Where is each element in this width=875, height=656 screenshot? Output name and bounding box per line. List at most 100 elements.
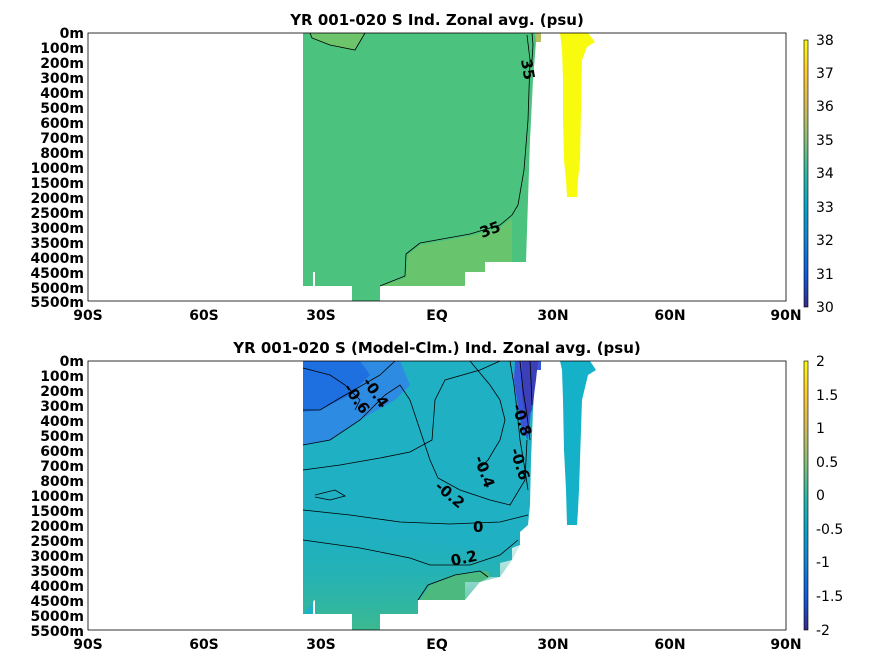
contours — [302, 360, 533, 601]
field-deep — [303, 525, 520, 630]
y-tick-label: 700m — [40, 459, 84, 475]
y-tick-label: 4000m — [30, 251, 84, 267]
x-tick-label: 60S — [189, 308, 219, 324]
contour-line — [303, 360, 396, 411]
x-tick-label: 90N — [770, 308, 801, 324]
y-tick-label: 3000m — [30, 549, 84, 565]
contour-label: 35 — [517, 58, 538, 82]
contour-line — [302, 360, 501, 471]
y-tick-label: 1500m — [30, 176, 84, 192]
y-axis: 0m 100m 200m 300m 400m 500m 600m 700m 80… — [30, 354, 84, 640]
field-deep — [380, 218, 512, 286]
contour-line — [302, 384, 528, 506]
y-tick-label: 100m — [40, 41, 84, 57]
axes-frame — [87, 360, 787, 631]
y-tick-label: 5500m — [30, 624, 84, 640]
panel-salinity: YR 001-020 S Ind. Zonal avg. (psu) 35 35… — [30, 11, 833, 324]
colorbar-tick: 30 — [816, 300, 834, 316]
y-tick-label: 2000m — [30, 191, 84, 207]
y-tick-label: 300m — [40, 71, 84, 87]
colorbar-gradient — [803, 39, 809, 308]
field-northern-basin — [560, 33, 595, 197]
x-tick-label: 90N — [770, 637, 801, 653]
colorbar-tick: 1 — [816, 421, 825, 437]
y-tick-label: 200m — [40, 384, 84, 400]
y-tick-label: 3500m — [30, 236, 84, 252]
contour-line — [302, 367, 361, 411]
y-tick-label: 2500m — [30, 534, 84, 550]
y-tick-label: 5000m — [30, 609, 84, 625]
x-tick-label: 30N — [537, 637, 568, 653]
y-tick-label: 5000m — [30, 281, 84, 297]
y-axis: 0m 100m 200m 300m 400m 500m 600m 700m 80… — [30, 26, 84, 311]
y-tick-label: 500m — [40, 429, 84, 445]
colorbar-tick: -0.5 — [816, 522, 843, 538]
x-axis: 90S 60S 30S EQ 30N 60N 90N — [73, 637, 801, 653]
contour-line — [509, 360, 529, 491]
contour-label: 0 — [473, 518, 483, 536]
colorbar-tick: 33 — [816, 200, 834, 216]
y-tick-label: 700m — [40, 131, 84, 147]
y-tick-label: 3500m — [30, 564, 84, 580]
contour-line — [314, 489, 347, 501]
y-tick-label: 0m — [60, 354, 84, 370]
colorbar-tick: 34 — [816, 166, 834, 182]
colorbar-tick: -1 — [816, 555, 830, 571]
y-tick-label: 3000m — [30, 221, 84, 237]
x-tick-label: EQ — [426, 308, 448, 324]
contour-line — [519, 360, 531, 441]
x-tick-label: 60N — [654, 637, 685, 653]
y-tick-label: 4000m — [30, 579, 84, 595]
y-tick-label: 200m — [40, 56, 84, 72]
y-tick-label: 600m — [40, 444, 84, 460]
colorbar-gradient — [803, 360, 809, 631]
colorbar-tick: -1.5 — [816, 589, 843, 605]
axes-frame — [87, 32, 787, 302]
panel-salinity-anomaly: YR 001-020 S (Model-Clm.) Ind. Zonal avg… — [30, 339, 843, 653]
contour-line — [309, 32, 366, 51]
panel-title: YR 001-020 S (Model-Clm.) Ind. Zonal avg… — [232, 339, 641, 357]
field-negative-north-core — [522, 361, 538, 420]
y-tick-label: 500m — [40, 101, 84, 117]
x-tick-label: 30S — [306, 308, 336, 324]
colorbar-tick: 1.5 — [816, 388, 838, 404]
x-tick-label: 90S — [73, 308, 103, 324]
y-tick-label: 400m — [40, 414, 84, 430]
y-tick-label: 1000m — [30, 161, 84, 177]
contour-line — [469, 360, 506, 471]
contour-line — [529, 360, 533, 406]
contour-line — [379, 34, 531, 287]
panel-title: YR 001-020 S Ind. Zonal avg. (psu) — [289, 11, 584, 29]
x-tick-label: 90S — [73, 637, 103, 653]
x-tick-label: 60N — [654, 308, 685, 324]
x-tick-label: 30S — [306, 637, 336, 653]
colorbar-tick: 31 — [816, 267, 834, 283]
colorbar-tick: -2 — [816, 623, 830, 639]
y-tick-label: 800m — [40, 474, 84, 490]
contours — [309, 32, 534, 287]
y-tick-label: 400m — [40, 86, 84, 102]
colorbar-tick: 38 — [816, 33, 834, 49]
contour-line — [302, 509, 529, 525]
colorbar-tick: 36 — [816, 99, 834, 115]
colorbar-tick: 2 — [816, 354, 825, 370]
anomaly-field — [303, 361, 596, 630]
y-tick-label: 100m — [40, 369, 84, 385]
field-northern-basin — [560, 361, 596, 525]
field-deep-positive — [420, 571, 490, 600]
y-tick-label: 5500m — [30, 295, 84, 311]
colorbar: 2 1.5 1 0.5 0 -0.5 -1 -1.5 -2 — [803, 354, 843, 639]
x-tick-label: 60S — [189, 637, 219, 653]
y-tick-label: 4500m — [30, 266, 84, 282]
y-tick-label: 1000m — [30, 489, 84, 505]
y-tick-label: 0m — [60, 26, 84, 42]
x-tick-label: 30N — [537, 308, 568, 324]
colorbar-tick: 32 — [816, 233, 834, 249]
salinity-field — [303, 33, 595, 301]
y-tick-label: 600m — [40, 116, 84, 132]
y-tick-label: 1500m — [30, 504, 84, 520]
colorbar-tick: 35 — [816, 133, 834, 149]
field-north-edge — [535, 33, 541, 42]
colorbar-tick: 0.5 — [816, 455, 838, 471]
